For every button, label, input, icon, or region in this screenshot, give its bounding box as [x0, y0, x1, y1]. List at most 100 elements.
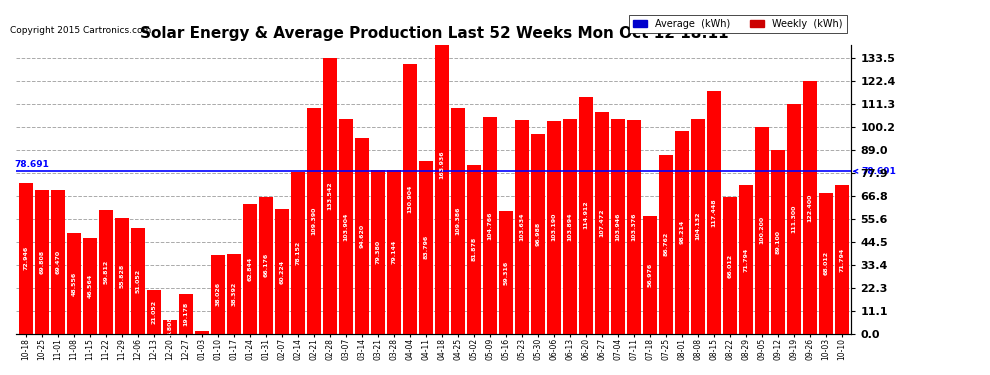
Text: 60.224: 60.224: [279, 260, 284, 284]
Text: 66.176: 66.176: [263, 253, 268, 278]
Bar: [499, 211, 513, 334]
Bar: [611, 119, 625, 334]
Text: 79.144: 79.144: [391, 240, 396, 264]
Bar: [436, 0, 448, 334]
Bar: [547, 121, 560, 334]
Bar: [67, 233, 81, 334]
Bar: [179, 294, 193, 334]
Bar: [755, 127, 768, 334]
Text: 71.794: 71.794: [743, 248, 748, 272]
Text: 130.904: 130.904: [408, 184, 413, 213]
Text: 98.214: 98.214: [679, 220, 684, 245]
Bar: [132, 228, 145, 334]
Text: 104.132: 104.132: [695, 212, 700, 240]
Text: 103.634: 103.634: [520, 213, 525, 241]
Text: 104.766: 104.766: [487, 211, 492, 240]
Text: 100.200: 100.200: [759, 216, 764, 244]
Bar: [723, 197, 737, 334]
Bar: [355, 138, 368, 334]
Text: 103.190: 103.190: [551, 213, 556, 242]
Bar: [291, 172, 305, 334]
Text: 78.691: 78.691: [15, 160, 50, 169]
Bar: [371, 170, 385, 334]
Bar: [211, 255, 225, 334]
Text: 38.392: 38.392: [232, 282, 237, 306]
Text: 59.316: 59.316: [503, 260, 509, 285]
Text: 83.796: 83.796: [424, 235, 429, 259]
Bar: [227, 254, 241, 334]
Bar: [36, 190, 49, 334]
Text: 81.878: 81.878: [471, 237, 476, 261]
Title: Solar Energy & Average Production Last 52 Weeks Mon Oct 12 18:11: Solar Energy & Average Production Last 5…: [140, 26, 729, 41]
Bar: [451, 108, 464, 334]
Bar: [148, 290, 160, 334]
Text: 89.100: 89.100: [775, 230, 780, 254]
Text: 55.828: 55.828: [120, 264, 125, 288]
Text: 94.620: 94.620: [359, 224, 364, 248]
Bar: [99, 210, 113, 334]
Bar: [644, 216, 656, 334]
Bar: [659, 154, 672, 334]
Bar: [83, 237, 97, 334]
Bar: [307, 108, 321, 334]
Text: 79.380: 79.380: [375, 240, 380, 264]
Text: 71.794: 71.794: [840, 248, 844, 272]
Bar: [771, 150, 785, 334]
Text: 38.026: 38.026: [216, 282, 221, 306]
Bar: [515, 120, 529, 334]
Bar: [675, 131, 689, 334]
Bar: [531, 134, 544, 334]
Bar: [51, 190, 65, 334]
Bar: [627, 120, 641, 334]
Bar: [467, 165, 481, 334]
Bar: [595, 112, 609, 334]
Text: 109.386: 109.386: [455, 207, 460, 235]
Text: 48.556: 48.556: [71, 272, 76, 296]
Bar: [340, 119, 352, 334]
Bar: [787, 104, 801, 334]
Text: 66.012: 66.012: [728, 254, 733, 278]
Text: 133.542: 133.542: [328, 182, 333, 210]
Text: 107.472: 107.472: [599, 209, 604, 237]
Text: 103.904: 103.904: [344, 212, 348, 241]
Text: Copyright 2015 Cartronics.com: Copyright 2015 Cartronics.com: [10, 26, 151, 35]
Bar: [707, 91, 721, 334]
Text: 68.012: 68.012: [824, 251, 829, 276]
Legend: Average  (kWh), Weekly  (kWh): Average (kWh), Weekly (kWh): [629, 15, 846, 33]
Text: 86.762: 86.762: [663, 232, 668, 256]
Text: 6.808: 6.808: [167, 316, 172, 336]
Bar: [19, 183, 33, 334]
Text: 163.936: 163.936: [440, 150, 445, 179]
Text: 56.976: 56.976: [647, 263, 652, 287]
Text: 69.470: 69.470: [55, 250, 60, 274]
Text: 72.946: 72.946: [24, 246, 29, 270]
Bar: [579, 96, 593, 334]
Bar: [323, 58, 337, 334]
Text: 103.376: 103.376: [632, 213, 637, 241]
Text: 62.844: 62.844: [248, 256, 252, 281]
Text: 19.178: 19.178: [183, 302, 188, 326]
Text: 103.946: 103.946: [616, 212, 621, 241]
Bar: [115, 218, 129, 334]
Bar: [563, 119, 577, 334]
Text: 109.390: 109.390: [312, 207, 317, 235]
Bar: [483, 117, 497, 334]
Bar: [244, 204, 256, 334]
Bar: [275, 209, 289, 334]
Bar: [403, 63, 417, 334]
Bar: [163, 320, 177, 334]
Text: 51.052: 51.052: [136, 269, 141, 293]
Text: 122.400: 122.400: [807, 193, 813, 222]
Text: 78.691: 78.691: [854, 167, 896, 176]
Text: 114.912: 114.912: [583, 201, 588, 230]
Bar: [691, 119, 705, 334]
Bar: [387, 170, 401, 334]
Text: 111.300: 111.300: [791, 205, 796, 233]
Text: 46.564: 46.564: [87, 273, 92, 298]
Text: 59.812: 59.812: [104, 260, 109, 284]
Text: 21.052: 21.052: [151, 300, 156, 324]
Text: 96.988: 96.988: [536, 221, 541, 246]
Text: 103.894: 103.894: [567, 212, 572, 241]
Bar: [803, 81, 817, 334]
Bar: [195, 332, 209, 334]
